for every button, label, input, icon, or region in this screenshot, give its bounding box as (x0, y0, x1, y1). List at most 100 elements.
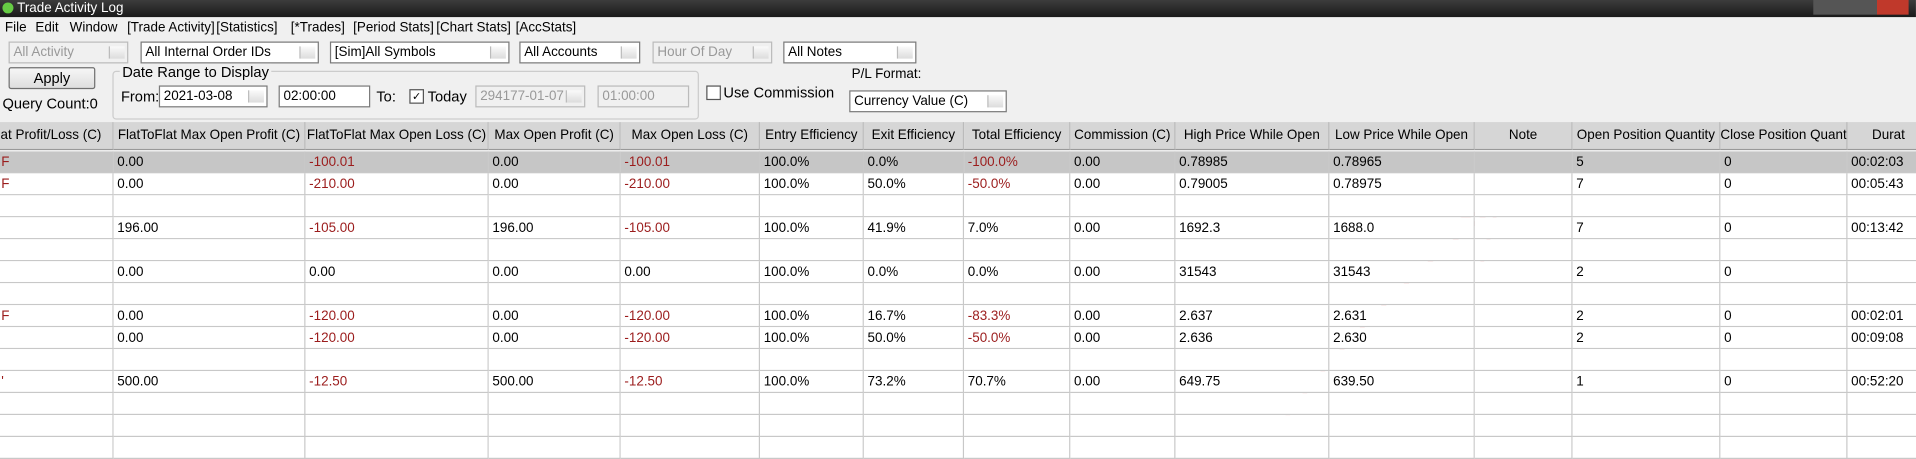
table-cell: 0 (1720, 173, 1848, 196)
order-id-select[interactable]: All Internal Order IDs (140, 41, 319, 64)
to-date: 294177-01-07 (475, 85, 586, 108)
empty-cell (964, 415, 1071, 438)
empty-cell (1572, 195, 1721, 218)
menu-item[interactable]: [Trade Activity] (127, 20, 215, 36)
column-header[interactable]: High Price While Open (1175, 122, 1330, 151)
menu-item[interactable]: File (4, 20, 27, 36)
menu-item[interactable]: [Chart Stats] (436, 20, 511, 36)
table-cell: 0.0% (863, 151, 965, 174)
column-header[interactable]: Max Open Profit (C) (488, 122, 621, 151)
empty-cell (1070, 195, 1176, 218)
table-cell: -100.0% (964, 151, 1071, 174)
table-cell: 7 (1572, 217, 1721, 240)
table-cell: -120.00 (305, 327, 489, 350)
empty-cell (1474, 217, 1573, 240)
empty-cell (1070, 415, 1176, 438)
column-header[interactable]: FlatToFlat Max Open Loss (C) (305, 122, 489, 151)
apply-button[interactable]: Apply (8, 67, 96, 90)
table-cell: 196.00 (488, 217, 621, 240)
table-cell: -120.00 (620, 305, 761, 328)
empty-cell (1175, 437, 1330, 459)
table-cell: 2.636 (1175, 327, 1330, 350)
app-icon (2, 2, 14, 14)
table-cell: 2 (1572, 327, 1721, 350)
empty-cell (0, 195, 114, 218)
account-select[interactable]: All Accounts (519, 41, 641, 64)
empty-cell (1847, 393, 1916, 416)
empty-cell (1329, 437, 1475, 459)
table-cell: ' (0, 371, 114, 394)
column-header[interactable]: FlatToFlat Max Open Profit (C) (113, 122, 306, 151)
empty-cell (0, 283, 114, 306)
table-cell: 649.75 (1175, 371, 1330, 394)
empty-cell (620, 349, 761, 372)
menu-bar: File Edit Window [Trade Activity] [Statistic… (0, 18, 1916, 38)
table-cell: 0 (1720, 371, 1848, 394)
table-cell: 1 (1572, 371, 1721, 394)
pl-format-select[interactable]: Currency Value (C) (849, 90, 1007, 113)
empty-cell (760, 283, 864, 306)
empty-cell (1070, 239, 1176, 262)
window-title: Trade Activity Log (17, 1, 124, 16)
empty-cell (863, 239, 965, 262)
table-cell: 0.00 (620, 261, 761, 284)
window-buttons[interactable] (1813, 0, 1909, 15)
symbol-select[interactable]: [Sim]All Symbols (329, 41, 510, 64)
column-header[interactable]: Max Open Loss (C) (620, 122, 761, 151)
table-cell: 196.00 (113, 217, 306, 240)
table-cell: 0.0% (964, 261, 1071, 284)
empty-cell (1474, 239, 1573, 262)
table-cell: -210.00 (620, 173, 761, 196)
column-header[interactable]: Low Price While Open (1329, 122, 1475, 151)
empty-cell (0, 217, 114, 240)
column-header[interactable]: Close Position Quantity (1720, 122, 1848, 151)
column-header[interactable]: Total Efficiency (964, 122, 1071, 151)
empty-cell (1329, 393, 1475, 416)
empty-cell (113, 415, 306, 438)
commission-checkbox[interactable] (706, 85, 721, 101)
menu-item[interactable]: [Statistics] (216, 20, 278, 36)
column-header[interactable]: Entry Efficiency (760, 122, 864, 151)
empty-cell (863, 393, 965, 416)
menu-item[interactable]: [AccStats] (515, 20, 577, 36)
empty-cell (305, 415, 489, 438)
group-title: Date Range to Display (119, 63, 272, 81)
table-cell: 7.0% (964, 217, 1071, 240)
menu-item[interactable]: [*Trades] (290, 20, 345, 36)
table-cell: -120.00 (305, 305, 489, 328)
column-header[interactable]: Exit Efficiency (863, 122, 965, 151)
column-header[interactable]: Commission (C) (1070, 122, 1176, 151)
today-checkbox[interactable]: ✓ (409, 89, 424, 104)
table-cell: 0.00 (305, 261, 489, 284)
column-header[interactable]: Open Position Quantity (1572, 122, 1721, 151)
menu-item[interactable]: Edit (35, 20, 59, 36)
empty-cell (1572, 415, 1721, 438)
column-header[interactable]: lat Profit/Loss (C) (0, 122, 114, 151)
empty-cell (1175, 239, 1330, 262)
commission-label: Use Commission (723, 84, 835, 102)
table-cell: 0 (1720, 327, 1848, 350)
empty-cell (1175, 349, 1330, 372)
notes-select[interactable]: All Notes (783, 41, 917, 64)
empty-cell (1847, 261, 1916, 284)
column-header[interactable]: Durat (1847, 122, 1916, 151)
column-header[interactable]: Note (1474, 122, 1573, 151)
empty-cell (760, 393, 864, 416)
empty-cell (113, 283, 306, 306)
empty-cell (1720, 195, 1848, 218)
table-cell: 0.78985 (1175, 151, 1330, 174)
menu-item[interactable]: Window (69, 20, 118, 36)
empty-cell (1720, 283, 1848, 306)
empty-cell (1474, 437, 1573, 459)
from-time[interactable]: 02:00:00 (278, 85, 371, 108)
table-cell: 0.78965 (1329, 151, 1475, 174)
empty-cell (1847, 437, 1916, 459)
empty-cell (863, 283, 965, 306)
empty-cell (1572, 437, 1721, 459)
from-date[interactable]: 2021-03-08 (158, 85, 268, 108)
empty-cell (305, 239, 489, 262)
menu-item[interactable]: [Period Stats] (353, 20, 434, 36)
empty-cell (620, 283, 761, 306)
empty-cell (113, 393, 306, 416)
